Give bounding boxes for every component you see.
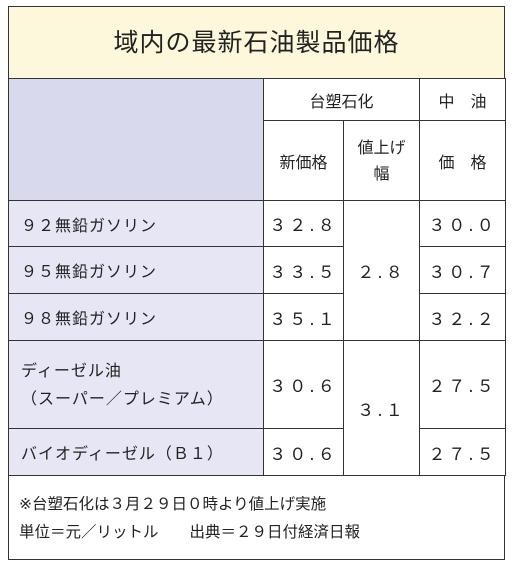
formosa-price: ３５.１ bbox=[263, 293, 344, 341]
price-table: 台塑石化 中 油 新価格 値上げ 幅 価 格 ９２無鉛ガソリン ３２.８ ２.８… bbox=[8, 78, 507, 476]
fuel-name-line2: （スーパー／プレミアム） bbox=[21, 388, 224, 408]
increase-gasoline: ２.８ bbox=[342, 200, 421, 341]
header-increase-line1: 値上げ bbox=[357, 137, 406, 157]
table-row: ９２無鉛ガソリン ３２.８ ２.８ ３０.０ bbox=[8, 200, 507, 341]
footnote: ※台塑石化は３月２９日０時より値上げ実施 単位＝元／リットル 出典＝２９日付経済… bbox=[8, 476, 505, 560]
cpc-price: ３０.０ bbox=[419, 200, 507, 247]
table-row: バイオディーゼル（Ｂ１） ３０.６ ２７.５ bbox=[8, 428, 507, 476]
header-row-companies: 台塑石化 中 油 bbox=[8, 78, 507, 201]
price-table-card: 域内の最新石油製品価格 台塑石化 中 油 新価格 値上げ 幅 価 格 ９２無鉛ガ… bbox=[8, 6, 507, 560]
formosa-price: ３２.８ bbox=[263, 200, 344, 247]
fuel-name: ９８無鉛ガソリン bbox=[8, 293, 264, 341]
formosa-price: ３０.６ bbox=[263, 340, 344, 429]
formosa-price: ３０.６ bbox=[263, 428, 344, 476]
table-row: ディーゼル油 （スーパー／プレミアム） ３０.６ ３.１ ２７.５ bbox=[8, 340, 507, 476]
table-title: 域内の最新石油製品価格 bbox=[8, 6, 505, 78]
cpc-price: ３２.２ bbox=[419, 293, 507, 341]
table-row: ９８無鉛ガソリン ３５.１ ３２.２ bbox=[8, 293, 507, 341]
header-cpc: 中 油 bbox=[419, 78, 507, 121]
header-blank-cell bbox=[8, 78, 264, 201]
footnote-line2: 単位＝元／リットル 出典＝２９日付経済日報 bbox=[19, 523, 361, 541]
header-row-columns: 新価格 値上げ 幅 価 格 bbox=[9, 120, 507, 201]
cpc-price: ２７.５ bbox=[419, 428, 507, 476]
table-row: ９５無鉛ガソリン ３３.５ ３０.７ bbox=[8, 246, 507, 294]
fuel-name: ディーゼル油 （スーパー／プレミアム） bbox=[8, 340, 264, 429]
cpc-price: ２７.５ bbox=[419, 340, 507, 429]
header-increase: 値上げ 幅 bbox=[342, 120, 421, 201]
fuel-name: ９２無鉛ガソリン bbox=[8, 200, 264, 247]
header-increase-line2: 幅 bbox=[373, 163, 390, 183]
footnote-line1: ※台塑石化は３月２９日０時より値上げ実施 bbox=[19, 495, 327, 513]
increase-diesel: ３.１ bbox=[342, 340, 421, 476]
formosa-price: ３３.５ bbox=[263, 246, 344, 294]
fuel-name: ９５無鉛ガソリン bbox=[8, 246, 264, 294]
header-cpc-price: 価 格 bbox=[419, 120, 507, 201]
fuel-name: バイオディーゼル（Ｂ１） bbox=[8, 428, 264, 476]
header-new-price: 新価格 bbox=[263, 120, 344, 201]
cpc-price: ３０.７ bbox=[419, 246, 507, 294]
header-formosa: 台塑石化 bbox=[262, 78, 421, 121]
fuel-name-line1: ディーゼル油 bbox=[21, 360, 122, 380]
